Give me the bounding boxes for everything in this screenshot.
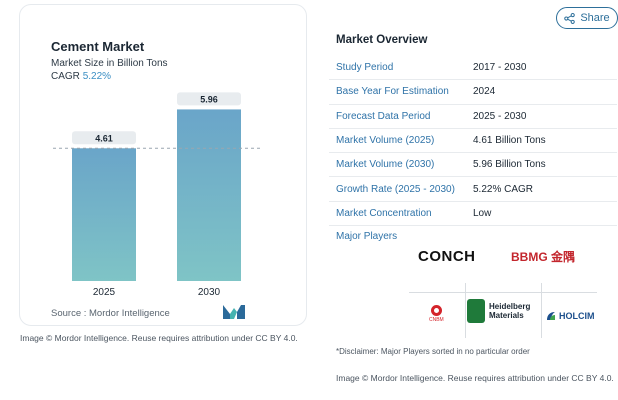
overview-value: 2025 - 2030 [473, 110, 527, 122]
x-tick-2025: 2025 [93, 287, 116, 298]
data-label-2030: 5.96 [200, 94, 218, 104]
players-grid-v1 [465, 283, 466, 338]
overview-value: Low [473, 207, 492, 219]
x-tick-2030: 2030 [198, 287, 221, 298]
chart-title: Cement Market [51, 39, 145, 54]
share-icon [564, 12, 576, 24]
heidelberg-materials-logo: Heidelberg Materials [467, 299, 530, 323]
overview-value: 2024 [473, 86, 496, 98]
market-overview-table: Study Period 2017 - 2030 Base Year For E… [329, 56, 617, 227]
overview-row-study-period: Study Period 2017 - 2030 [329, 56, 617, 81]
players-grid-h [409, 292, 597, 293]
mordor-logo-icon [223, 305, 245, 319]
overview-key: Market Concentration [336, 207, 432, 219]
cagr-label: CAGR [51, 71, 80, 82]
cnbm-logo: CNBM [429, 305, 444, 323]
heidelberg-line2: Materials [489, 311, 524, 320]
overview-key: Market Volume (2025) [336, 135, 435, 147]
image-credit-left: Image © Mordor Intelligence. Reuse requi… [20, 333, 298, 343]
overview-key: Growth Rate (2025 - 2030) [336, 183, 455, 195]
image-credit-right: Image © Mordor Intelligence. Reuse requi… [336, 373, 614, 383]
market-overview-title: Market Overview [336, 34, 428, 46]
data-label-2025: 4.61 [95, 133, 113, 143]
holcim-text: HOLCIM [559, 311, 595, 321]
chart-subtitle: Market Size in Billion Tons [51, 58, 168, 69]
overview-row-volume-2030: Market Volume (2030) 5.96 Billion Tons [329, 153, 617, 178]
holcim-logo: HOLCIM [546, 311, 595, 321]
cnbm-ring-icon [430, 305, 442, 316]
overview-row-concentration: Market Concentration Low [329, 202, 617, 227]
cagr-text: CAGR 5.22% [51, 71, 111, 82]
bbmg-logo: BBMG 金隅 [511, 250, 575, 264]
cagr-value: 5.22% [82, 71, 112, 82]
major-players-label: Major Players [336, 231, 398, 242]
cnbm-text: CNBM [429, 317, 444, 323]
data-label-bg-2025 [72, 131, 136, 145]
overview-row-growth-rate: Growth Rate (2025 - 2030) 5.22% CAGR [329, 177, 617, 202]
overview-row-base-year: Base Year For Estimation 2024 [329, 80, 617, 105]
holcim-mark-icon [547, 312, 555, 320]
bar-2025 [72, 148, 136, 281]
overview-key: Forecast Data Period [336, 110, 431, 122]
bar-2030 [177, 109, 241, 281]
disclaimer-text: *Disclaimer: Major Players sorted in no … [336, 347, 530, 356]
overview-key: Base Year For Estimation [336, 86, 449, 98]
overview-value: 2017 - 2030 [473, 62, 527, 74]
share-label: Share [580, 12, 610, 24]
share-button[interactable]: Share [556, 7, 618, 29]
overview-row-forecast-period: Forecast Data Period 2025 - 2030 [329, 105, 617, 129]
overview-row-volume-2025: Market Volume (2025) 4.61 Billion Tons [329, 129, 617, 154]
players-grid-v2 [541, 283, 542, 338]
heidelberg-line1: Heidelberg [489, 302, 531, 311]
overview-value: 5.96 Billion Tons [473, 159, 546, 171]
bar-chart: 4.61 2025 5.96 2030 [53, 92, 263, 298]
heidelberg-words: Heidelberg Materials [489, 302, 530, 320]
overview-key: Market Volume (2030) [336, 159, 435, 171]
overview-value: 4.61 Billion Tons [473, 135, 546, 147]
conch-logo: CONCH [418, 248, 476, 265]
overview-value: 5.22% CAGR [473, 183, 534, 195]
overview-key: Study Period [336, 62, 394, 74]
source-text: Source : Mordor Intelligence [51, 308, 170, 319]
chart-card: 4.61 2025 5.96 2030 Cement Market Market Si… [19, 4, 307, 326]
heidelberg-mark-icon [467, 299, 485, 323]
data-label-bg-2030 [177, 92, 241, 106]
